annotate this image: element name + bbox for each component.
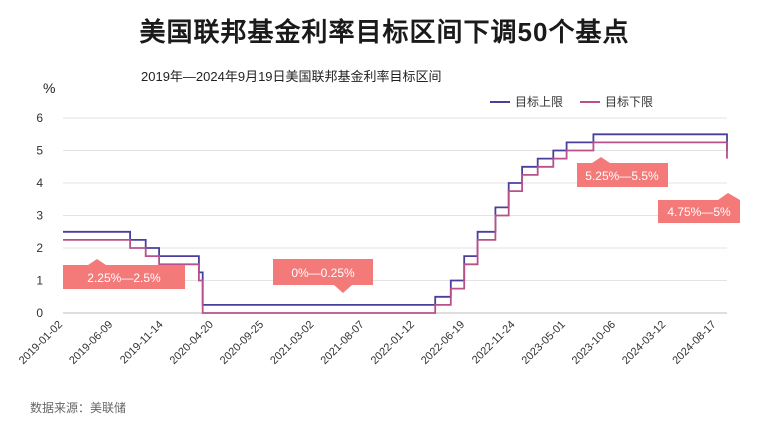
x-tick-label: 2021-03-02 [268, 319, 316, 367]
annotation-callout-shape [273, 259, 373, 293]
y-tick-label: 3 [36, 209, 43, 223]
annotation-callout-zero-bound: 0%—0.25% [273, 259, 373, 293]
y-tick-label: 6 [36, 111, 43, 125]
y-tick-label: 5 [36, 144, 43, 158]
legend-label-upper: 目标上限 [515, 95, 563, 109]
y-tick-label: 1 [36, 274, 43, 288]
x-tick-label: 2020-09-25 [218, 319, 266, 367]
y-axis-ticks: 0 1 2 3 4 5 6 [36, 111, 43, 320]
annotation-callout-shape [577, 157, 668, 187]
x-tick-label: 2022-11-24 [470, 319, 518, 367]
annotation-label: 0%—0.25% [291, 266, 355, 280]
annotations: 2.25%—2.5% 0%—0.25% 5.25%—5.5% 4.75%—5% [63, 157, 740, 293]
x-tick-label: 2022-06-19 [419, 319, 467, 367]
y-axis-label: % [43, 80, 55, 96]
annotation-callout-shape [658, 193, 740, 223]
y-tick-label: 4 [36, 176, 43, 190]
x-tick-label: 2024-03-12 [620, 319, 668, 367]
legend: 目标上限 目标下限 [490, 95, 653, 109]
x-tick-label: 2019-01-02 [17, 319, 65, 367]
x-tick-label: 2023-05-01 [520, 319, 568, 367]
annotation-callout-2023: 5.25%—5.5% [577, 157, 668, 187]
annotation-label: 2.25%—2.5% [87, 271, 161, 285]
series-lines [63, 133, 728, 314]
annotation-callout-shape [63, 259, 185, 289]
chart-subtitle: 2019年—2024年9月19日美国联邦基金利率目标区间 [141, 69, 442, 84]
x-tick-label: 2019-06-09 [67, 319, 115, 367]
x-tick-label: 2019-11-14 [118, 319, 166, 367]
x-tick-label: 2020-04-20 [168, 319, 216, 367]
x-axis-ticks: 2019-01-02 2019-06-09 2019-11-14 2020-04-20… [17, 319, 719, 367]
y-tick-label: 0 [36, 306, 43, 320]
x-tick-label: 2022-01-12 [369, 319, 417, 367]
y-tick-label: 2 [36, 241, 43, 255]
series-line-lower [63, 141, 728, 314]
annotation-label: 5.25%—5.5% [585, 169, 659, 183]
chart-title: 美国联邦基金利率目标区间下调50个基点 [139, 17, 630, 47]
annotation-callout-2024: 4.75%—5% [658, 193, 740, 223]
annotation-label: 4.75%—5% [667, 205, 731, 219]
x-tick-label: 2024-08-17 [670, 319, 718, 367]
x-tick-label: 2021-08-07 [318, 319, 366, 367]
annotation-callout-2019: 2.25%—2.5% [63, 259, 185, 289]
legend-label-lower: 目标下限 [605, 95, 653, 109]
data-source-note: 数据来源：美联储 [30, 401, 127, 415]
x-tick-label: 2023-10-06 [570, 319, 618, 367]
